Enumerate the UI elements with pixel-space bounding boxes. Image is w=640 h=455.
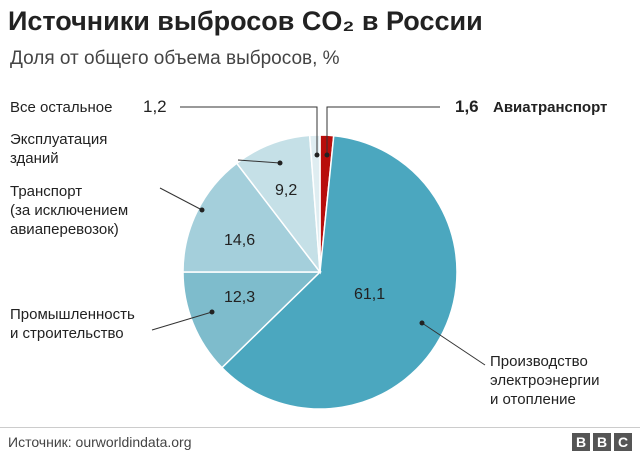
logo-letter: B	[593, 433, 611, 451]
value-label: 14,6	[224, 232, 256, 249]
subtitle: Доля от общего объема выбросов, %	[10, 48, 340, 69]
value-label: 61,1	[354, 286, 386, 303]
leader-line	[159, 187, 203, 211]
value-label: 1,2	[143, 97, 167, 116]
category-label: Все остальное	[10, 99, 113, 116]
pie-slice	[235, 134, 321, 275]
leader-line	[151, 311, 213, 331]
value-label: 9,2	[275, 182, 298, 199]
logo-letter: C	[614, 433, 632, 451]
category-label: Эксплуатация зданий	[10, 131, 108, 167]
pie-slice	[182, 271, 322, 369]
pie-slice	[182, 162, 322, 273]
value-label: 12,3	[224, 289, 256, 306]
source: Источник: ourworldindata.org	[8, 434, 192, 450]
category-label: Транспорт (за исключением авиаперевозок)	[10, 183, 129, 238]
pie-slice	[308, 134, 321, 273]
leader-dot	[314, 152, 320, 158]
leader-line	[326, 106, 440, 155]
leader-line	[180, 106, 318, 155]
logo-letter: B	[572, 433, 590, 451]
chart-title: Источники выбросов CO₂ в России	[8, 6, 483, 36]
category-label: Авиатранспорт	[493, 99, 608, 116]
leader-dot	[419, 320, 425, 326]
pie-slice	[220, 134, 458, 410]
value-label: 1,6	[455, 97, 479, 116]
category-label: Промышленность и строительство	[10, 306, 135, 342]
leader-line	[421, 322, 486, 366]
footer-rule	[0, 427, 640, 428]
category-label: Производство электроэнергии и отопление	[490, 353, 600, 408]
leader-dot	[209, 309, 215, 315]
leader-dot	[324, 152, 330, 158]
leader-line	[237, 159, 281, 164]
leader-dot	[199, 207, 205, 213]
leader-dot	[277, 160, 283, 166]
